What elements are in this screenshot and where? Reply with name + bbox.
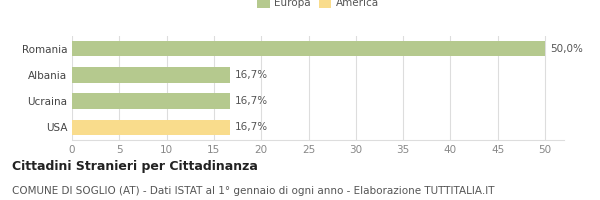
Bar [72, 120, 230, 135]
Bar [72, 93, 230, 109]
Bar [72, 41, 545, 56]
Text: 16,7%: 16,7% [235, 96, 268, 106]
Text: COMUNE DI SOGLIO (AT) - Dati ISTAT al 1° gennaio di ogni anno - Elaborazione TUT: COMUNE DI SOGLIO (AT) - Dati ISTAT al 1°… [12, 186, 494, 196]
Text: Cittadini Stranieri per Cittadinanza: Cittadini Stranieri per Cittadinanza [12, 160, 258, 173]
Text: 50,0%: 50,0% [550, 44, 583, 54]
Text: 16,7%: 16,7% [235, 70, 268, 80]
Legend: Europa, America: Europa, America [257, 0, 379, 8]
Bar [72, 67, 230, 83]
Text: 16,7%: 16,7% [235, 122, 268, 132]
